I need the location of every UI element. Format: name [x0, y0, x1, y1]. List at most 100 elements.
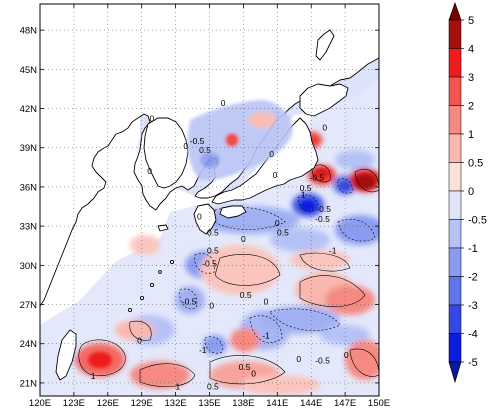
contour-label: 0	[275, 218, 280, 228]
contour-label: -0.5	[315, 355, 330, 365]
lat-tick-label: 27N	[20, 300, 38, 311]
colorbar-label: 3	[468, 72, 474, 84]
colorbar-segment	[448, 76, 462, 106]
lat-tick-label: 30N	[20, 261, 38, 272]
contour-label: 0	[147, 166, 152, 176]
colorbar-segment	[448, 48, 462, 78]
lon-tick-label: 147E	[334, 398, 356, 408]
contour-label: 0.5	[199, 145, 211, 155]
lat-tick-label: 39N	[20, 143, 38, 154]
taiwan	[55, 329, 77, 381]
contour-label: 0	[322, 123, 327, 133]
contour-label: -1	[199, 345, 207, 355]
contour-label: 0	[137, 336, 142, 346]
lon-tick-label: 129E	[131, 398, 153, 408]
colorbar-label: 5	[468, 15, 474, 27]
contour-label: 0	[150, 114, 155, 124]
colorbar-label: -5	[468, 357, 478, 369]
shikoku	[219, 205, 247, 219]
colorbar-label: -3	[468, 300, 478, 312]
lat-tick-label: 42N	[20, 104, 38, 115]
colorbar-label: 1	[468, 129, 474, 141]
jeju	[157, 224, 169, 232]
colorbar-label: -0.5	[468, 215, 487, 227]
contour-label: 0.5	[207, 227, 219, 237]
colorbar-segment	[448, 276, 462, 306]
contour-label: 0	[209, 300, 214, 310]
colorbar-segment	[448, 247, 462, 277]
colorbar-label: 0.5	[468, 158, 483, 170]
lat-tick-label: 36N	[20, 182, 38, 193]
colorbar-segment	[448, 333, 462, 363]
lat-tick-label: 21N	[20, 378, 38, 389]
honshu	[211, 117, 319, 205]
contour-label: 0	[241, 234, 246, 244]
korea-peninsula	[143, 117, 189, 189]
contour-label: -0.5	[316, 204, 331, 214]
contour-label: 0	[221, 98, 226, 108]
colorbar-label: 0	[468, 186, 474, 198]
lon-tick-label: 126E	[97, 398, 119, 408]
colorbar-label: 4	[468, 44, 474, 56]
colorbar-top-arrow	[448, 1, 462, 21]
contour-label: 0.5	[277, 227, 289, 237]
longitude-axis: 120E 123E 126E 129E 132E 135E 138E 141E 144E 147E…	[29, 4, 390, 408]
map-graticule	[40, 4, 379, 396]
colorbar-segment	[448, 304, 462, 334]
lat-tick-label: 33N	[20, 222, 38, 233]
contour-label: 0.5	[240, 290, 252, 300]
contour-label: 0	[183, 141, 188, 151]
lat-tick-label: 45N	[20, 65, 38, 76]
lon-tick-label: 144E	[300, 398, 322, 408]
colorbar-label: -2	[468, 272, 478, 284]
contour-label: 0	[296, 354, 301, 364]
lon-tick-label: 150E	[368, 398, 390, 408]
lat-tick-label: 24N	[20, 339, 38, 350]
contour-label: 0	[264, 297, 269, 307]
contour-label: -0.5	[310, 172, 325, 182]
contour-label: -0.5	[202, 259, 217, 269]
contour-label: 1	[301, 189, 306, 199]
colorbar-segment	[448, 219, 462, 249]
colorbar: 5 4 3 2 1 0.5 0 -0.5 -1 -2 -3 -4 -5	[448, 1, 487, 384]
contour-label: -1	[329, 246, 337, 256]
latitude-axis: 21N 24N 27N 30N 33N 36N 39N 42N 45N 48N	[20, 26, 379, 389]
contour-label: 0	[273, 170, 278, 180]
contour-label: 1	[175, 381, 180, 391]
contour-label: 1	[91, 371, 96, 381]
contour-label: -1	[262, 331, 270, 341]
colorbar-label: -4	[468, 329, 478, 341]
colorbar-label: -1	[468, 243, 478, 255]
lon-tick-label: 132E	[165, 398, 187, 408]
contour-label: 0.5	[300, 183, 312, 193]
colorbar-segment	[448, 190, 462, 220]
colorbar-segment	[448, 133, 462, 163]
contour-label: 0.5	[207, 381, 219, 391]
contour-label: 0	[197, 212, 202, 222]
lon-tick-label: 123E	[63, 398, 85, 408]
lon-tick-label: 141E	[266, 398, 288, 408]
contour-label: 0	[269, 149, 274, 159]
contour-label: 0	[251, 368, 256, 378]
contour-label: 0.5	[239, 362, 251, 372]
lon-tick-label: 138E	[232, 398, 254, 408]
contour-label: -0.5	[315, 214, 330, 224]
lon-tick-label: 135E	[198, 398, 220, 408]
kyushu	[193, 203, 217, 235]
contour-label: -0.5	[182, 297, 197, 307]
contour-label: 0	[344, 350, 349, 360]
colorbar-segment	[448, 162, 462, 192]
contour-label: 0.5	[207, 246, 219, 256]
colorbar-segment	[448, 105, 462, 135]
colorbar-segment	[448, 19, 462, 49]
inland-sea-anomaly	[187, 100, 293, 181]
hokkaido	[299, 83, 349, 117]
colorbar-bottom-arrow	[448, 361, 462, 384]
sakhalin	[315, 29, 335, 61]
lon-tick-label: 120E	[29, 398, 51, 408]
colorbar-label: 2	[468, 101, 474, 113]
lat-tick-label: 48N	[20, 26, 38, 37]
